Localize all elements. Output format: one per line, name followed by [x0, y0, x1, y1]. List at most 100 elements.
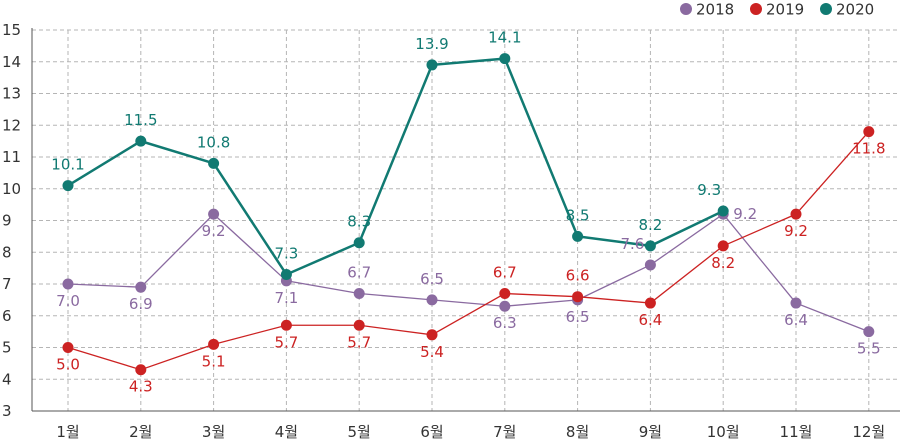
data-label-2020: 13.9	[415, 35, 448, 53]
data-label-2019: 4.3	[129, 378, 153, 396]
legend-marker-2020	[820, 3, 832, 15]
x-tick-label: 5월	[348, 423, 371, 441]
x-tick-label: 2월	[129, 423, 152, 441]
x-tick-label: 3월	[202, 423, 225, 441]
point-2019	[572, 291, 584, 303]
data-label-2019: 5.7	[274, 333, 298, 351]
y-tick-label: 14	[2, 53, 21, 71]
data-label-2019: 8.2	[711, 254, 735, 272]
y-tick-label: 8	[2, 243, 12, 261]
x-tick-label: 1월	[56, 423, 79, 441]
data-label-2018: 6.5	[566, 308, 590, 326]
x-tick-label: 6월	[420, 423, 443, 441]
data-label-2019: 11.8	[852, 140, 885, 158]
point-2020	[499, 53, 511, 65]
y-tick-label: 7	[2, 275, 12, 293]
series-line-2018	[67, 213, 870, 333]
point-2020	[717, 205, 729, 217]
y-tick-label: 3	[2, 402, 12, 420]
data-label-2018: 6.9	[129, 295, 153, 313]
x-tick-label: 8월	[566, 423, 589, 441]
data-label-2018: 7.1	[274, 289, 298, 307]
x-tick-label: 12월	[852, 423, 885, 441]
legend-marker-2019	[750, 3, 762, 15]
data-label-2019: 5.1	[202, 352, 226, 370]
y-tick-label: 5	[2, 339, 12, 357]
y-tick-label: 15	[2, 21, 21, 39]
data-labels: 7.0 6.9 9.2 7.1 6.7 6.5 6.3 6.5 7.6 9.2 6.4 5.5 5.0 4…	[51, 29, 885, 396]
data-label-2019: 6.4	[638, 311, 662, 329]
point-2020	[644, 240, 656, 252]
point-2018	[426, 294, 438, 306]
grid	[32, 29, 900, 411]
data-label-2020: 11.5	[124, 111, 157, 129]
point-2019	[644, 297, 656, 309]
point-2018	[790, 297, 802, 309]
point-2020	[208, 157, 220, 169]
point-2019	[499, 288, 511, 300]
point-2019	[426, 329, 438, 341]
data-label-2020: 14.1	[488, 29, 521, 47]
series-group	[62, 53, 875, 376]
point-2019	[280, 319, 292, 331]
data-label-2020: 8.5	[566, 206, 590, 224]
point-2020	[135, 135, 147, 147]
data-label-2020: 7.3	[274, 244, 298, 262]
series-line-2020	[67, 57, 724, 277]
legend-label-2020: 2020	[836, 1, 874, 19]
x-tick-label: 9월	[639, 423, 662, 441]
axes: 3 4 5 6 7 8 9 10 11 12 13 14 15 1월 2월 3월 4월 5월 6월 7월 8월 9월 10월…	[2, 21, 900, 441]
point-2018	[135, 281, 147, 293]
point-2018	[353, 288, 365, 300]
legend-label-2018: 2018	[696, 1, 734, 19]
data-label-2020: 9.3	[697, 181, 721, 199]
data-label-2018: 5.5	[857, 340, 881, 358]
point-2018	[62, 278, 74, 290]
point-2019	[717, 240, 729, 252]
data-label-2020: 8.3	[347, 213, 371, 231]
y-tick-label: 11	[2, 148, 21, 166]
legend-label-2019: 2019	[766, 1, 804, 19]
point-2020	[572, 230, 584, 242]
legend: 2018 2019 2020	[680, 1, 874, 19]
x-tick-label: 7월	[493, 423, 516, 441]
point-2018	[499, 300, 511, 312]
data-label-2018: 7.0	[56, 292, 80, 310]
y-tick-label: 9	[2, 212, 12, 230]
point-2018	[863, 326, 875, 338]
data-label-2019: 9.2	[784, 222, 808, 240]
point-2020	[426, 59, 438, 71]
y-tick-label: 4	[2, 370, 12, 388]
x-tick-label: 10월	[707, 423, 740, 441]
data-label-2019: 5.4	[420, 343, 444, 361]
series-line-2019	[67, 131, 870, 371]
data-label-2020: 8.2	[638, 216, 662, 234]
data-label-2018: 9.2	[733, 205, 757, 223]
y-tick-label: 13	[2, 85, 21, 103]
point-2019	[863, 126, 875, 138]
point-2019	[208, 338, 220, 350]
data-label-2018: 6.5	[420, 270, 444, 288]
data-label-2018: 6.3	[493, 314, 517, 332]
data-label-2018: 9.2	[202, 222, 226, 240]
point-2019	[62, 342, 74, 353]
data-label-2018: 7.6	[620, 235, 644, 253]
data-label-2020: 10.8	[197, 133, 230, 151]
data-label-2019: 5.7	[347, 333, 371, 351]
data-label-2020: 10.1	[51, 156, 84, 174]
point-2020	[353, 237, 365, 249]
data-label-2019: 6.6	[566, 267, 590, 285]
y-tick-label: 12	[2, 116, 21, 134]
data-label-2018: 6.7	[347, 264, 371, 282]
point-2019	[790, 208, 802, 220]
legend-marker-2018	[680, 3, 692, 15]
data-label-2019: 6.7	[493, 264, 517, 282]
point-2020	[62, 180, 74, 192]
point-2020	[280, 268, 292, 280]
point-2019	[135, 364, 147, 376]
point-2018	[208, 208, 220, 220]
point-2019	[353, 319, 365, 331]
x-tick-label: 4월	[275, 423, 298, 441]
data-label-2019: 5.0	[56, 356, 80, 374]
